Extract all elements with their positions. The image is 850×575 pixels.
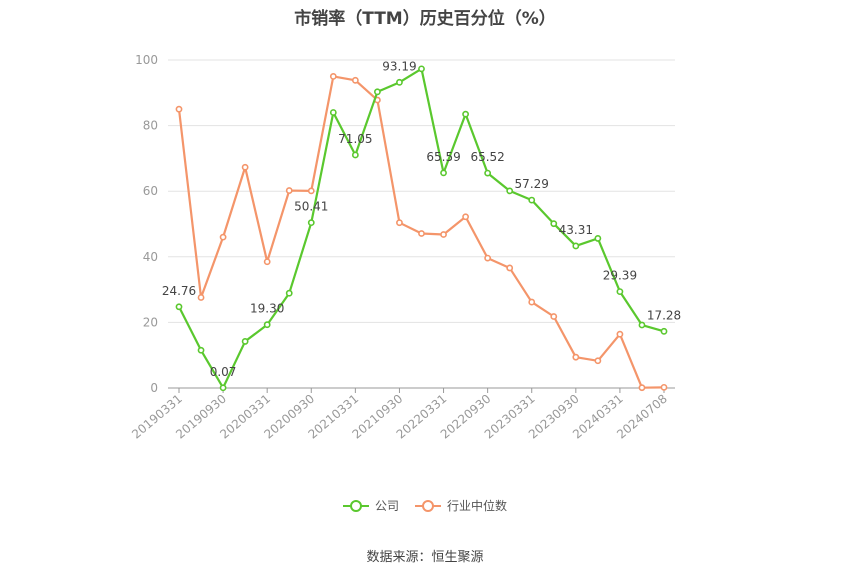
data-point-industry — [219, 233, 227, 241]
data-point-industry — [351, 76, 359, 84]
data-point-company — [175, 303, 183, 311]
data-label: 93.19 — [382, 59, 416, 73]
y-tick-label: 100 — [135, 53, 158, 67]
data-source: 数据来源：恒生聚源 — [366, 550, 484, 565]
legend-item-industry-median[interactable]: 行业中位数 — [415, 497, 507, 514]
data-point-industry — [550, 313, 558, 320]
data-point-industry — [241, 163, 249, 171]
data-point-industry — [440, 231, 447, 238]
data-point-company — [418, 65, 425, 73]
data-point-company — [550, 220, 558, 228]
data-point-company — [263, 321, 271, 329]
legend-label-industry: 行业中位数 — [447, 499, 508, 513]
data-label: 57.29 — [515, 177, 549, 191]
data-point-company — [462, 110, 469, 118]
data-label: 0.07 — [210, 365, 237, 379]
legend-label-company: 公司 — [374, 499, 399, 513]
data-point-company — [307, 219, 315, 227]
data-point-company — [638, 321, 646, 329]
data-label: 17.28 — [647, 308, 681, 322]
legend-marker-company — [342, 499, 369, 513]
data-point-company — [660, 327, 668, 335]
legend-item-company[interactable]: 公司 — [342, 497, 399, 514]
data-label: 50.41 — [294, 200, 328, 214]
legend-marker-industry — [415, 499, 441, 513]
data-point-industry — [197, 294, 205, 301]
chart-title: 市销率（TTM）历史百分位（%） — [294, 9, 556, 29]
data-point-company — [197, 346, 205, 354]
data-point-company — [396, 78, 403, 86]
data-point-company — [241, 338, 249, 345]
data-point-industry — [285, 187, 293, 194]
y-tick-label: 80 — [143, 119, 158, 133]
data-point-company — [572, 242, 580, 250]
data-point-industry — [307, 187, 315, 195]
data-point-industry — [638, 384, 646, 392]
data-point-industry — [506, 264, 514, 272]
data-point-industry — [484, 254, 492, 262]
data-point-industry — [594, 357, 602, 365]
data-point-industry — [616, 330, 624, 338]
data-point-industry — [660, 383, 668, 391]
data-label: 19.30 — [250, 302, 284, 316]
data-label: 65.59 — [426, 150, 460, 164]
data-label: 65.52 — [470, 150, 504, 164]
data-label: 43.31 — [559, 223, 593, 237]
data-point-industry — [572, 353, 580, 361]
data-point-company — [484, 169, 492, 177]
data-point-industry — [418, 230, 425, 237]
data-point-industry — [263, 258, 271, 266]
data-point-industry — [462, 213, 469, 221]
data-point-company — [616, 288, 624, 296]
data-label: 29.39 — [603, 269, 637, 283]
data-point-company — [351, 151, 359, 159]
data-label: 24.76 — [162, 284, 196, 298]
data-point-company — [329, 109, 337, 116]
data-point-company — [594, 235, 602, 242]
data-label: 71.05 — [338, 132, 372, 146]
y-tick-label: 0 — [150, 381, 158, 395]
data-point-industry — [528, 298, 536, 306]
data-point-industry — [396, 219, 403, 227]
data-point-company — [219, 384, 227, 392]
legend: 公司 行业中位数 — [0, 497, 850, 514]
data-point-company — [440, 169, 447, 177]
data-point-company — [285, 289, 293, 297]
y-tick-label: 40 — [143, 250, 158, 264]
y-tick-label: 20 — [143, 315, 158, 329]
data-point-company — [374, 88, 381, 96]
data-point-industry — [175, 105, 183, 113]
data-point-company — [506, 187, 514, 195]
y-tick-label: 60 — [143, 184, 158, 198]
data-point-company — [528, 196, 536, 204]
data-point-industry — [329, 73, 337, 80]
